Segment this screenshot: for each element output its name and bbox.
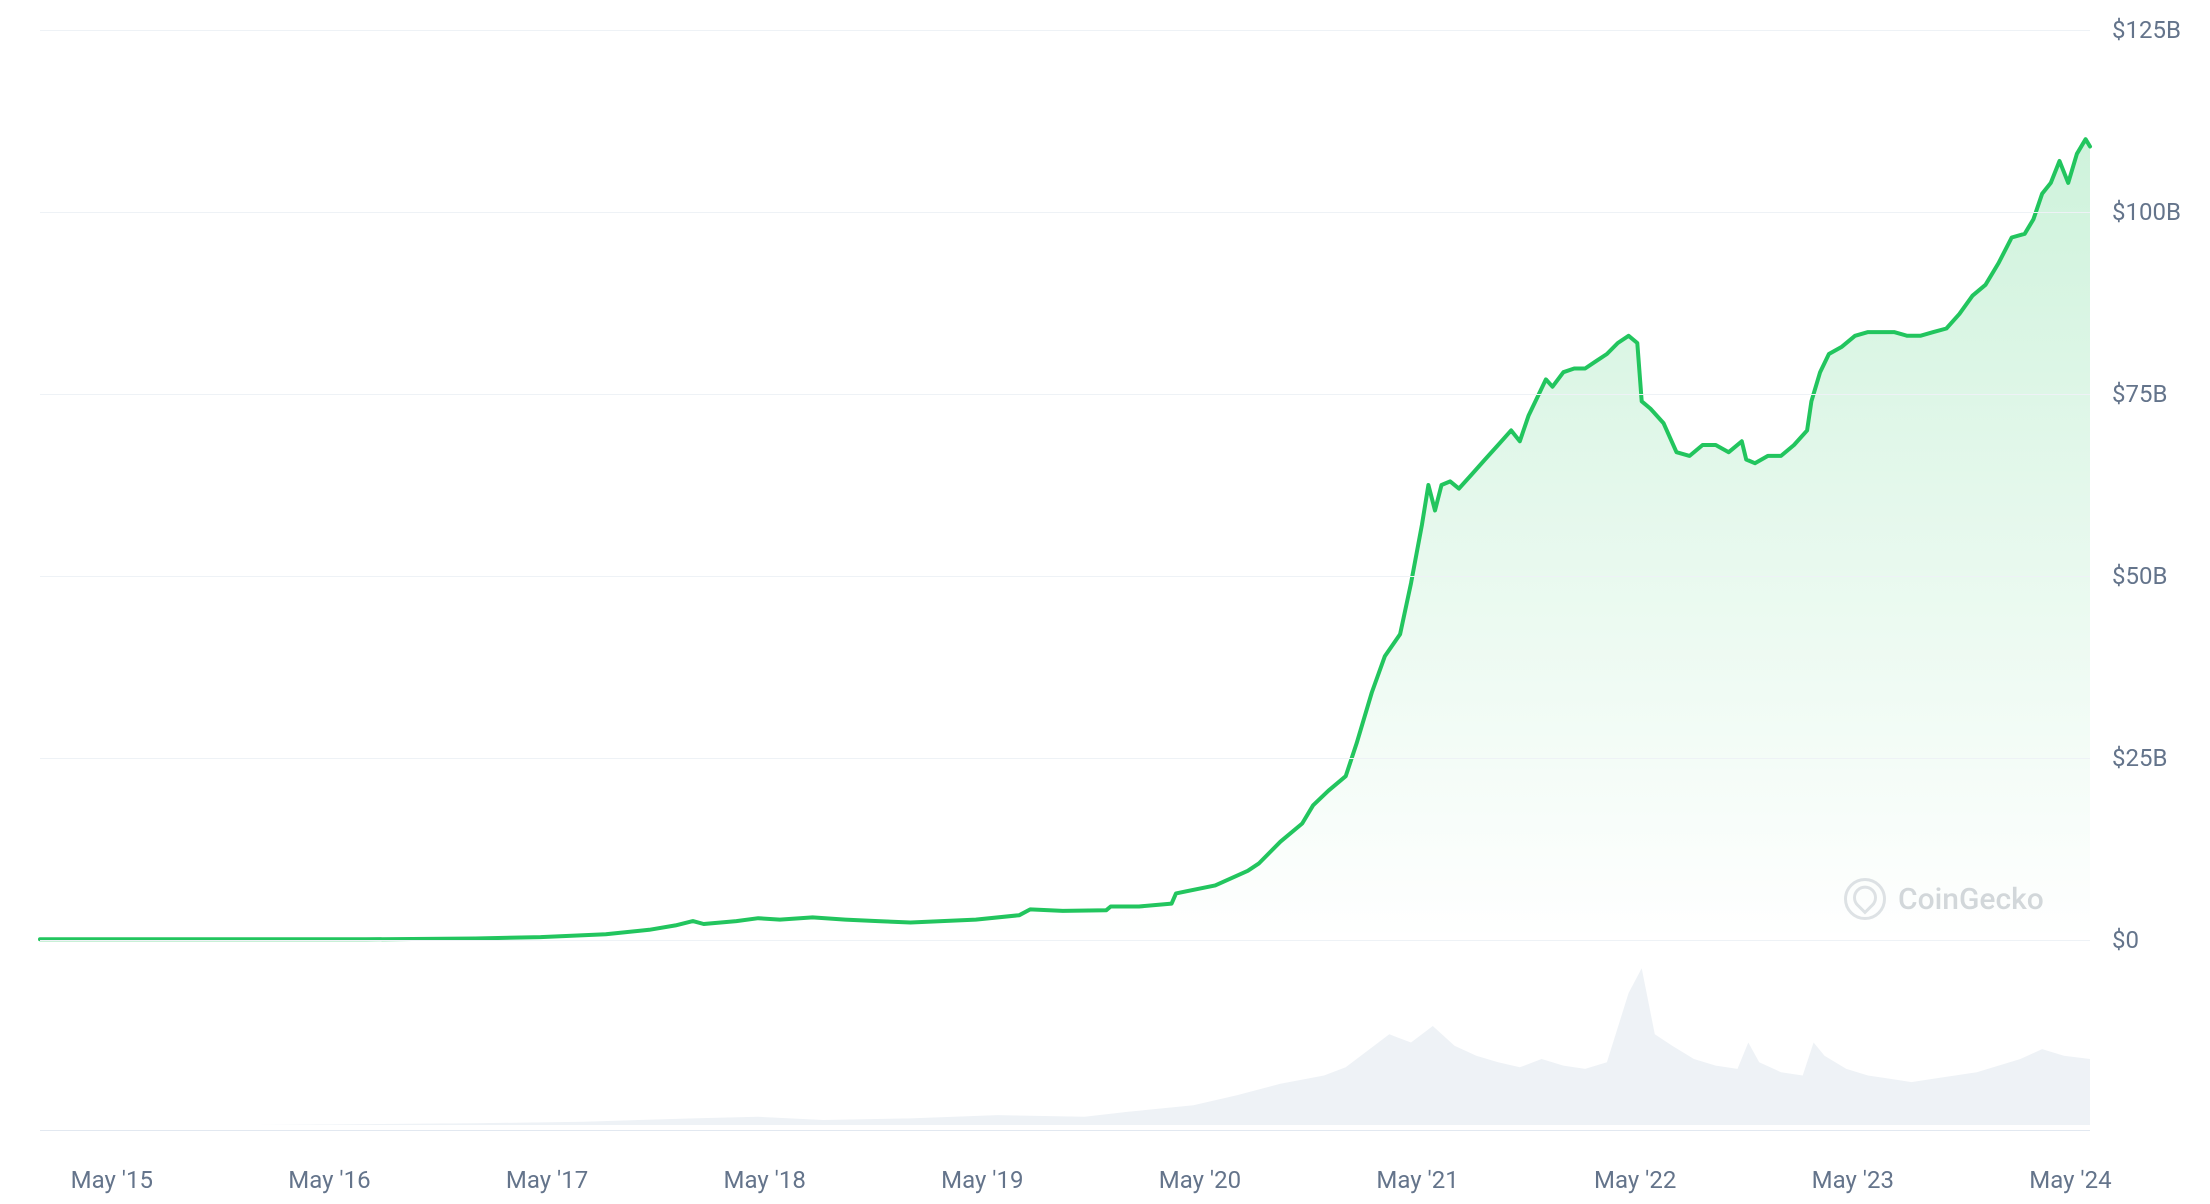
y-axis-label: $125B: [2112, 16, 2181, 44]
gridline: [40, 394, 2090, 395]
y-axis-label: $100B: [2112, 198, 2181, 226]
x-axis-label: May '17: [506, 1166, 588, 1194]
volume-silhouette: [40, 968, 2090, 1125]
x-axis-label: May '24: [2029, 1166, 2111, 1194]
x-axis-label: May '16: [288, 1166, 370, 1194]
x-axis-label: May '23: [1812, 1166, 1894, 1194]
gridline: [40, 576, 2090, 577]
x-axis-label: May '19: [941, 1166, 1023, 1194]
gridline: [40, 212, 2090, 213]
y-axis-label: $0: [2112, 926, 2139, 954]
y-axis-label: $75B: [2112, 380, 2167, 408]
y-axis-label: $25B: [2112, 744, 2167, 772]
watermark: CoinGecko: [1844, 878, 2044, 920]
x-axis-baseline: [40, 1130, 2090, 1131]
x-axis-label: May '22: [1594, 1166, 1676, 1194]
x-axis-label: May '20: [1159, 1166, 1241, 1194]
gecko-icon: [1844, 878, 1886, 920]
gridline: [40, 30, 2090, 31]
watermark-text: CoinGecko: [1898, 882, 2044, 917]
gridline: [40, 940, 2090, 941]
x-axis-label: May '18: [724, 1166, 806, 1194]
gridline: [40, 758, 2090, 759]
area-fill: [40, 139, 2090, 940]
chart-container: CoinGecko $0 $25B $50B $75B $100B $125B May '1…: [0, 0, 2210, 1204]
chart-svg: [0, 0, 2210, 1204]
x-axis-label: May '15: [71, 1166, 153, 1194]
x-axis-label: May '21: [1376, 1166, 1458, 1194]
y-axis-label: $50B: [2112, 562, 2167, 590]
